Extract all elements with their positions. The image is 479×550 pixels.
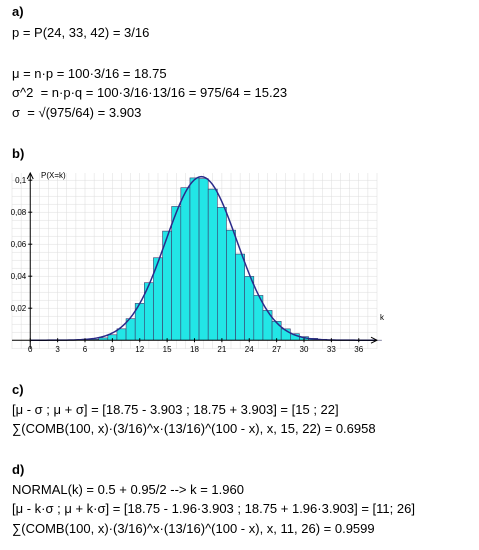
x-tick-label: 33 bbox=[327, 345, 336, 354]
x-tick-label: 12 bbox=[135, 345, 144, 354]
normal-curve bbox=[30, 175, 377, 341]
bar-k-21 bbox=[217, 207, 227, 341]
y-axis-arrow bbox=[26, 171, 34, 180]
bars bbox=[52, 177, 382, 341]
x-tick-label: 36 bbox=[354, 345, 363, 354]
x-tick-label: 3 bbox=[55, 345, 60, 354]
bar-k-23 bbox=[235, 253, 245, 341]
x-tick-label: 27 bbox=[272, 345, 281, 354]
variance-line: σ^2 = n·p·q = 100·3/16·13/16 = 975/64 = … bbox=[12, 85, 288, 100]
y-axis-label: P(X=k) bbox=[41, 171, 66, 180]
x-tick-label: 6 bbox=[83, 345, 88, 354]
bar-k-18 bbox=[189, 177, 200, 341]
normal-k-line: NORMAL(k) = 0.5 + 0.95/2 --> k = 1.960 bbox=[12, 482, 244, 497]
bar-k-20 bbox=[207, 188, 218, 341]
x-axis-label: k bbox=[380, 313, 385, 322]
bar-k-10 bbox=[116, 328, 127, 341]
interval-line: [μ - σ ; μ + σ] = [18.75 - 3.903 ; 18.75… bbox=[12, 402, 339, 417]
y-tick-label: 0,08 bbox=[11, 208, 27, 217]
interval-sum-line: ∑(COMB(100, x)·(3/16)^x·(13/16)^(100 - x… bbox=[12, 421, 376, 436]
y-tick-label: 0,04 bbox=[11, 272, 27, 281]
y-tick-label: 0,1 bbox=[15, 176, 27, 185]
x-tick-label: 18 bbox=[190, 345, 199, 354]
x-tick-label: 24 bbox=[245, 345, 254, 354]
section-a-label: a) bbox=[12, 4, 24, 19]
stddev-line: σ = √(975/64) = 3.903 bbox=[12, 105, 142, 120]
x-tick-label: 15 bbox=[163, 345, 172, 354]
bar-k-22 bbox=[226, 229, 236, 341]
section-b-label: b) bbox=[12, 146, 25, 161]
x-tick-label: 9 bbox=[110, 345, 115, 354]
bar-k-24 bbox=[244, 276, 255, 341]
binomial-distribution-chart: 0 3 6 9 12 15 18 21 24 27 30 33 360,020,040,060,080,… bbox=[11, 171, 385, 354]
x-tick-label: 30 bbox=[300, 345, 309, 354]
x-tick-label: 0 bbox=[28, 345, 33, 354]
bar-k-16 bbox=[171, 206, 182, 341]
probability-line: p = P(24, 33, 42) = 3/16 bbox=[12, 25, 150, 40]
y-tick-label: 0,02 bbox=[11, 304, 27, 313]
y-tick-label: 0,06 bbox=[11, 240, 27, 249]
bar-k-17 bbox=[180, 187, 191, 341]
section-d-label: d) bbox=[12, 462, 25, 477]
ci-sum-line: ∑(COMB(100, x)·(3/16)^x·(13/16)^(100 - x… bbox=[12, 521, 375, 536]
bar-k-27 bbox=[271, 321, 282, 341]
x-tick-label: 21 bbox=[217, 345, 226, 354]
ci-interval-line: [μ - k·σ ; μ + k·σ] = [18.75 - 1.96·3.90… bbox=[12, 501, 415, 516]
section-c-label: c) bbox=[12, 382, 24, 397]
axes: 0 3 6 9 12 15 18 21 24 27 30 33 360,020,040,060,080,… bbox=[11, 171, 379, 354]
x-axis-arrow bbox=[370, 336, 379, 344]
bar-k-19 bbox=[198, 178, 209, 341]
mean-line: μ = n·p = 100·3/16 = 18.75 bbox=[12, 66, 167, 81]
